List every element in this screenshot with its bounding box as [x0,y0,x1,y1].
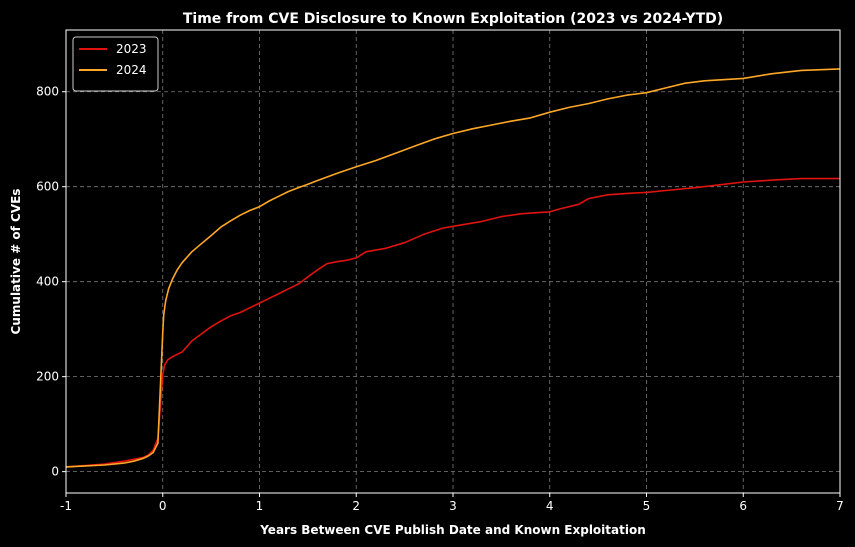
x-tick-label: 1 [256,499,264,513]
y-axis: 0 200 400 600 800 [36,85,66,479]
legend-box [72,36,159,92]
legend-label-2024: 2024 [116,63,147,77]
x-axis: -1 0 1 2 3 4 5 6 7 [60,493,844,513]
y-tick-label: 400 [36,275,59,289]
x-axis-title: Years Between CVE Publish Date and Known… [259,523,646,537]
series-layer [65,68,841,468]
chart-title: Time from CVE Disclosure to Known Exploi… [183,11,723,27]
y-tick-label: 200 [36,370,59,384]
grid-lines [66,30,840,493]
series-line-2024 [65,68,841,468]
y-tick-label: 800 [36,85,59,99]
x-tick-label: 2 [352,499,360,513]
x-tick-label: 0 [159,499,167,513]
series-line-2023 [65,177,840,468]
x-tick-label: 5 [643,499,651,513]
y-axis-title: Cumulative # of CVEs [9,189,23,335]
y-tick-label: 0 [51,465,59,479]
x-tick-label: 7 [836,499,844,513]
legend: 2023 2024 [72,36,159,92]
x-tick-label: 6 [739,499,747,513]
legend-label-2023: 2023 [116,42,147,56]
x-tick-label: -1 [60,499,72,513]
x-tick-label: 3 [449,499,457,513]
y-tick-label: 600 [36,180,59,194]
x-tick-label: 4 [546,499,554,513]
